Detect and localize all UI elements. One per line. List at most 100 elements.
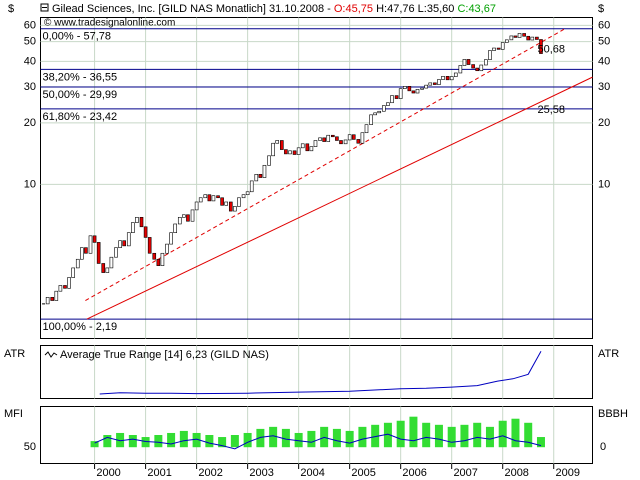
- bbbh-bar: [218, 437, 227, 448]
- candle: [382, 105, 386, 112]
- candle: [216, 195, 220, 199]
- candle: [258, 174, 263, 178]
- y2-tick-label: 50: [598, 35, 610, 47]
- candle: [220, 197, 224, 206]
- candle: [517, 33, 522, 38]
- bbbh-bar: [90, 441, 99, 448]
- bbbh-bar: [281, 428, 290, 448]
- candle: [373, 112, 377, 116]
- candle: [203, 194, 208, 199]
- trend-line: [85, 28, 565, 301]
- quote-value: H:47,76: [376, 3, 415, 15]
- y2-label: BBBH: [598, 408, 628, 420]
- bbbh-bar: [447, 426, 456, 448]
- candle: [475, 67, 480, 72]
- trend-line: [86, 76, 593, 320]
- source: © www.tradesignalonline.com: [44, 18, 175, 29]
- candle: [428, 82, 433, 86]
- candle: [458, 65, 463, 74]
- candle: [211, 195, 216, 202]
- mfi-line: [94, 433, 542, 450]
- candle: [67, 277, 71, 289]
- candle: [420, 87, 424, 90]
- candle: [466, 59, 471, 65]
- candle: [109, 256, 114, 269]
- y-tick-label: 20: [24, 117, 36, 129]
- bbbh-bar: [473, 422, 482, 448]
- fib-label: 100,00% - 2,19: [43, 321, 118, 333]
- candle: [135, 216, 139, 223]
- candle: [488, 50, 492, 60]
- fib-label: 50,00% - 29,99: [43, 89, 118, 101]
- quote-value: L:35,60: [418, 3, 455, 15]
- candle: [343, 139, 348, 145]
- fib-label: 0,00% - 57,78: [43, 31, 112, 43]
- candle: [207, 194, 212, 202]
- candle: [198, 197, 203, 203]
- candle: [398, 88, 403, 99]
- x-tick-label: 2007: [453, 467, 477, 479]
- candle: [296, 147, 301, 155]
- candle: [500, 42, 505, 50]
- bbbh-bar: [230, 435, 239, 448]
- candle: [101, 263, 106, 273]
- candle: [267, 155, 271, 166]
- candle: [415, 89, 420, 94]
- candle: [152, 252, 157, 260]
- candle: [194, 201, 199, 211]
- candle: [131, 222, 135, 234]
- x-tick-label: 2000: [96, 467, 120, 479]
- bbbh-bar: [434, 424, 443, 448]
- candle: [394, 95, 399, 99]
- bbbh-bar: [116, 432, 125, 448]
- candle: [331, 134, 335, 138]
- y-tick-label: 60: [24, 19, 36, 31]
- x-tick-label: 2002: [198, 467, 222, 479]
- candle: [309, 146, 314, 152]
- candle: [484, 59, 488, 66]
- candle: [411, 90, 416, 94]
- candle: [313, 140, 318, 147]
- candle: [249, 180, 254, 193]
- y-tick-label: 50: [24, 441, 36, 453]
- bbbh-bar: [167, 432, 176, 448]
- candle: [522, 33, 526, 37]
- candle: [335, 136, 339, 141]
- candle: [492, 47, 496, 51]
- candle: [318, 137, 322, 141]
- bbbh-bar: [103, 435, 112, 448]
- candle: [147, 237, 152, 254]
- candle: [390, 95, 394, 104]
- x-tick-label: 2004: [300, 467, 324, 479]
- trend-label: 25,58: [538, 104, 566, 116]
- candle: [245, 191, 250, 196]
- y-label: MFI: [4, 408, 23, 420]
- bbbh-bar: [371, 424, 380, 448]
- candle: [122, 240, 126, 247]
- candle: [479, 64, 484, 72]
- candle: [84, 247, 88, 254]
- x-tick-label: 2001: [147, 467, 171, 479]
- bbbh-bar: [141, 437, 150, 448]
- bbbh-bar: [192, 432, 201, 448]
- atr-panel: [40, 345, 593, 399]
- bbbh-bar: [524, 422, 533, 448]
- candle: [280, 140, 284, 150]
- candle: [271, 142, 275, 157]
- candle: [509, 35, 514, 41]
- y2-label: ATR: [598, 348, 619, 360]
- bbbh-bar: [256, 428, 265, 448]
- bbbh-bar: [307, 430, 316, 448]
- x-tick-label: 2008: [504, 467, 528, 479]
- candle: [177, 216, 182, 225]
- candle: [54, 290, 59, 301]
- candle: [496, 47, 501, 50]
- candle: [424, 84, 428, 89]
- candle: [228, 201, 233, 212]
- candle: [96, 242, 101, 264]
- y-tick-label: 10: [24, 178, 36, 190]
- candle: [402, 86, 407, 90]
- candle: [441, 76, 445, 80]
- x-tick-label: 2003: [249, 467, 273, 479]
